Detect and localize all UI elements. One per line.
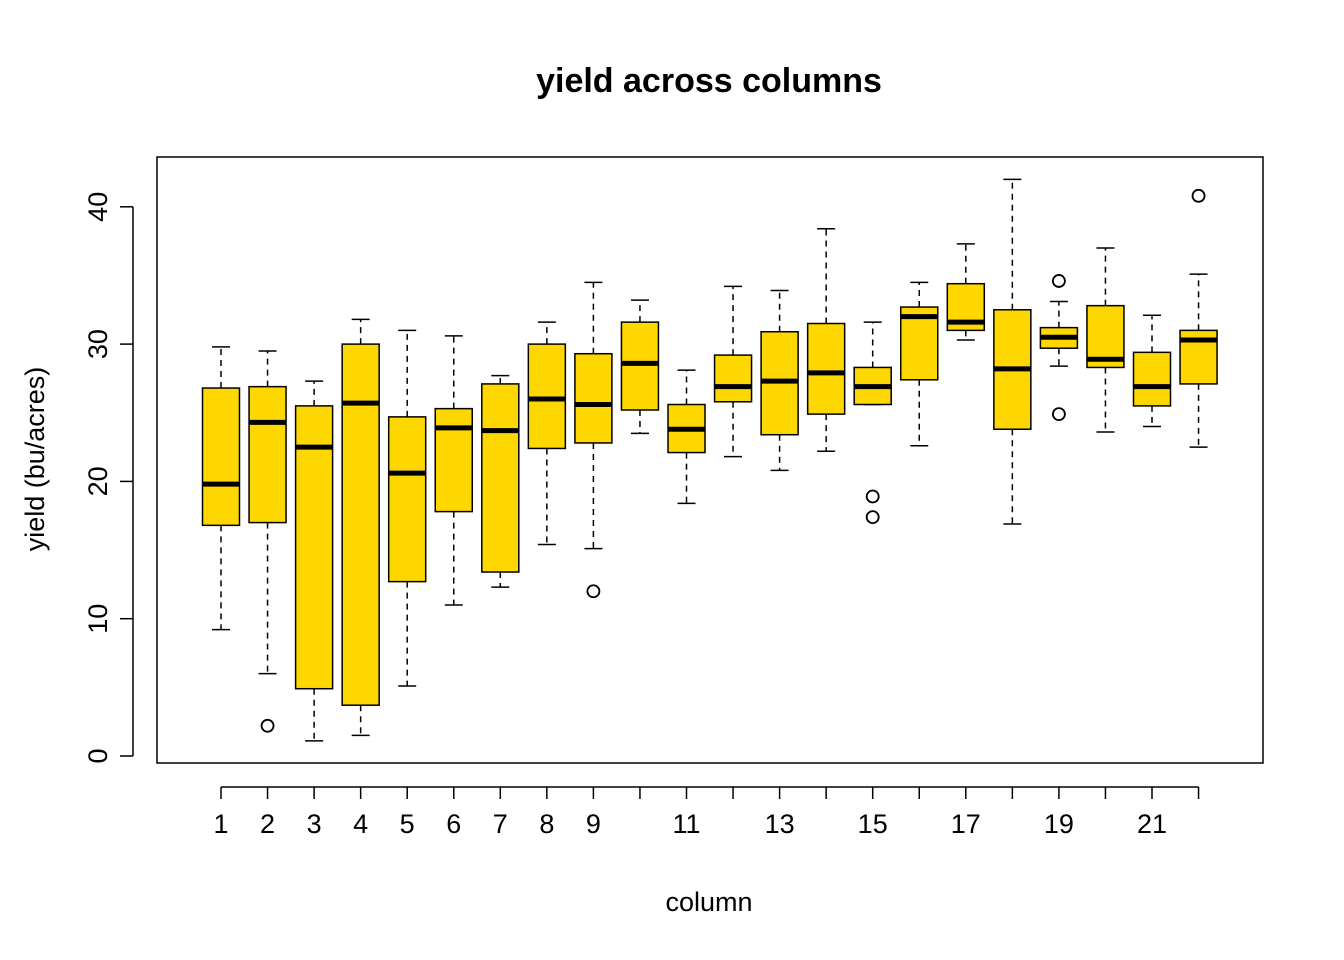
iqr-box [900,306,939,381]
plot-frame [156,156,1264,764]
iqr-box [481,383,520,573]
box-column-6 [434,335,473,606]
y-tick-label: 30 [83,329,113,359]
box-column-18 [993,178,1032,525]
x-tick-label: 21 [1137,809,1167,839]
box-column-10 [620,299,660,435]
box-column-17 [946,243,986,341]
iqr-box [574,352,613,444]
box-column-14 [806,228,846,452]
x-axis: 1 2 3 4 5 6 7 8 9 11 13 15 17 19 21 [213,786,1200,839]
chart-title: yield across columns [536,62,882,100]
iqr-box [713,354,753,403]
y-tick-label: 10 [83,604,113,634]
box-column-13 [760,289,799,472]
iqr-box [1132,351,1172,407]
iqr-box [806,322,846,415]
box-column-5 [387,329,427,687]
box-column-7 [481,374,520,588]
iqr-box [341,343,380,706]
x-tick-label: 15 [858,809,888,839]
outlier-point [865,489,880,504]
x-axis-label: column [665,887,752,917]
y-axis: 0 10 20 30 40 [83,192,134,764]
plot-area [201,178,1218,742]
box-column-9 [574,281,613,599]
iqr-box [434,407,473,513]
box-column-11 [667,369,706,505]
x-tick-label: 11 [672,809,700,839]
box-column-1 [201,346,241,631]
y-tick-label: 40 [83,192,113,222]
x-tick-label: 3 [307,809,322,839]
x-tick-label: 7 [493,809,508,839]
outlier-point [586,584,601,599]
x-tick-label: 17 [951,809,981,839]
box-column-16 [900,281,939,447]
box-column-2 [248,350,287,733]
outlier-point [1052,274,1066,288]
outlier-point [865,510,880,524]
x-tick-label: 9 [586,809,601,839]
box-column-21 [1132,314,1172,428]
y-axis-label: yield (bu/acres) [20,367,50,552]
x-tick-label: 1 [213,809,228,839]
box-column-19 [1039,274,1079,422]
outlier-point [1191,188,1206,203]
x-tick-label: 19 [1044,809,1074,839]
box-column-15 [853,321,892,524]
iqr-box [527,343,567,450]
box-column-8 [527,321,567,546]
box-column-22 [1179,188,1218,448]
iqr-box [294,405,334,690]
iqr-box [248,385,287,524]
x-tick-label: 13 [765,809,795,839]
x-tick-label: 6 [446,809,461,839]
box-column-20 [1086,247,1125,433]
iqr-box [201,387,241,527]
x-tick-label: 5 [400,809,415,839]
box-column-3 [294,380,334,742]
x-tick-label: 2 [260,809,275,839]
outlier-point [260,718,275,733]
outlier-point [1052,407,1066,422]
x-tick-label: 8 [539,809,554,839]
x-tick-label: 4 [353,809,368,839]
iqr-box [620,321,660,411]
box-column-4 [341,318,380,737]
y-tick-label: 0 [83,748,113,763]
box-column-12 [713,285,753,458]
iqr-box [387,416,427,583]
y-tick-label: 20 [83,466,113,496]
